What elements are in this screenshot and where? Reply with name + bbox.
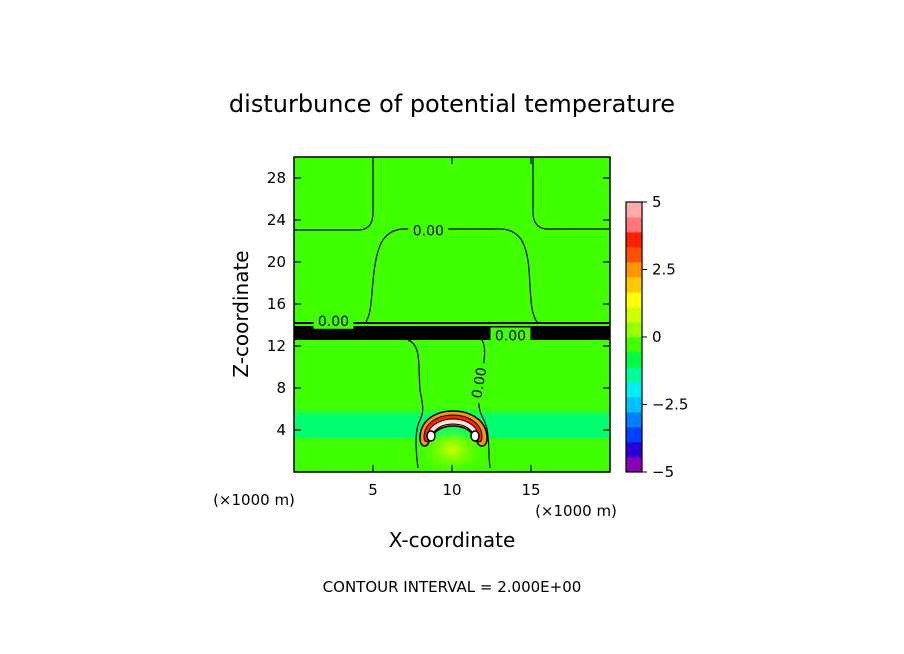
colorbar-segment xyxy=(626,397,642,413)
colorbar-segment xyxy=(626,307,642,323)
chart-title: disturbunce of potential temperature xyxy=(229,90,675,118)
y-axis-label: Z-coordinate xyxy=(229,250,253,377)
colorbar-segment xyxy=(626,352,642,368)
y-tick-label: 4 xyxy=(276,421,286,439)
colorbar-segment xyxy=(626,367,642,383)
colorbar-segment xyxy=(626,412,642,428)
contour-label-text: 0.00 xyxy=(469,366,490,399)
contour-label-3: 0.00 xyxy=(467,361,491,404)
contour-lower-right xyxy=(478,339,491,469)
contour-label-0: 0.00 xyxy=(408,222,449,240)
colorbar-tick-label: 2.5 xyxy=(652,261,676,279)
colorbar-tick-label: 0 xyxy=(652,328,662,346)
colorbar-segment xyxy=(626,337,642,353)
contour-label-bg xyxy=(313,312,354,329)
y-tick-label: 8 xyxy=(276,379,286,397)
x-tick-label: 5 xyxy=(368,481,378,499)
contour-label-bg xyxy=(408,222,449,239)
y-tick-label: 28 xyxy=(267,169,286,187)
contour-label-text: 0.00 xyxy=(318,314,349,330)
contour-label-layer: 0.00 0.00 0.00 0.00 xyxy=(313,222,531,404)
tropopause-band xyxy=(294,326,610,340)
bubble-left-core xyxy=(426,430,436,442)
colorbar-segment xyxy=(626,247,642,263)
contour-lines xyxy=(294,157,610,469)
colorbar-segment xyxy=(626,382,642,398)
contour-upper-dome xyxy=(365,228,538,323)
contour-label-text: 0.00 xyxy=(413,224,444,240)
colorbar-tick-label: −2.5 xyxy=(652,396,688,414)
colorbar-segment xyxy=(626,232,642,248)
x-unit-label: (×1000 m) xyxy=(535,502,617,520)
y-tick-label: 20 xyxy=(267,253,286,271)
colorbar-segment xyxy=(626,262,642,278)
tropopause-line xyxy=(294,322,610,324)
x-tick-label: 15 xyxy=(521,481,540,499)
colorbar-segment xyxy=(626,457,642,473)
colorbar-segment xyxy=(626,442,642,458)
contour-label-1: 0.00 xyxy=(313,312,354,330)
colorbar-segment xyxy=(626,292,642,308)
contour-label-text: 0.00 xyxy=(495,329,526,345)
contour-label-2: 0.00 xyxy=(490,327,531,345)
bubble-right-core xyxy=(470,430,480,442)
colorbar-segment xyxy=(626,322,642,338)
x-tick-label: 10 xyxy=(442,481,461,499)
contour-lower-left xyxy=(407,339,424,469)
contour-label-bg xyxy=(467,361,491,404)
contour-interval-note: CONTOUR INTERVAL = 2.000E+00 xyxy=(323,578,582,596)
contour-top-right xyxy=(532,157,610,230)
colorbar-segment xyxy=(626,427,642,443)
x-axis-label: X-coordinate xyxy=(389,528,516,552)
contour-label-bg xyxy=(490,327,531,344)
colorbar-tick-label: −5 xyxy=(652,463,674,481)
y-unit-label: (×1000 m) xyxy=(213,491,295,509)
y-tick-label: 12 xyxy=(267,337,286,355)
colorbar-segment xyxy=(626,277,642,293)
y-tick-label: 16 xyxy=(267,295,286,313)
y-axis-ticks: 4 8 12 16 20 24 28 xyxy=(267,169,610,439)
colorbar-segment xyxy=(626,202,642,218)
colorbar: 5 2.5 0 −2.5 −5 xyxy=(625,193,688,481)
colorbar-tick-label: 5 xyxy=(652,193,662,211)
y-tick-label: 24 xyxy=(267,211,286,229)
x-axis-ticks: 5 10 15 xyxy=(368,157,541,499)
colorbar-segment xyxy=(626,217,642,233)
contour-top-left xyxy=(294,157,374,231)
